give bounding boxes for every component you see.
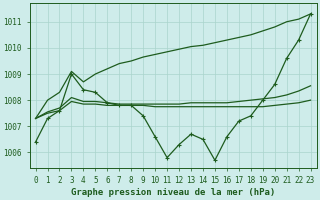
X-axis label: Graphe pression niveau de la mer (hPa): Graphe pression niveau de la mer (hPa): [71, 188, 275, 197]
